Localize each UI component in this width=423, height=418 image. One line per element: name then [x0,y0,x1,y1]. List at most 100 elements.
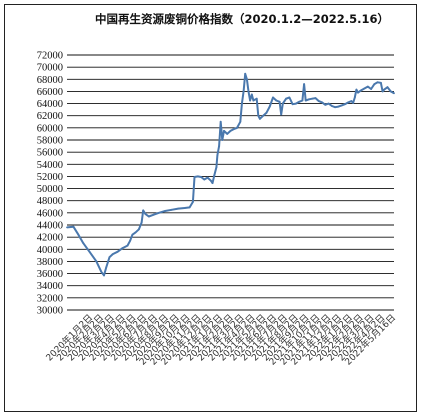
data-point [157,212,160,214]
data-point [355,88,358,91]
data-point [301,99,304,102]
data-point [140,221,143,224]
y-tick-label: 70000 [37,63,63,74]
data-point [211,182,214,185]
data-point [255,97,258,100]
data-point [257,114,260,117]
data-point [239,120,242,123]
data-point [215,166,218,169]
data-point [268,105,271,108]
data-point [111,253,114,256]
data-point [196,175,199,178]
y-tick-label: 62000 [37,111,63,122]
data-point [278,100,281,103]
data-point [331,105,333,107]
data-point [259,117,261,120]
data-point [275,99,278,102]
data-point [213,174,216,177]
data-point [121,247,124,250]
data-point [142,209,145,212]
data-point [370,88,372,90]
data-point [131,233,134,236]
data-point [280,113,283,116]
data-point [340,104,343,107]
data-point [304,99,307,102]
data-point [298,100,301,103]
data-point [249,99,252,102]
data-point [308,98,310,101]
data-point [77,233,80,236]
data-point [311,97,314,100]
data-point [366,85,369,88]
y-tick-label: 56000 [37,148,63,159]
data-point [210,179,212,182]
x-axis-ticks: 2020年1月2日2020年2月2日2020年3月2日2020年4月2日2020… [43,312,398,368]
data-point [221,139,224,141]
y-tick-label: 68000 [37,75,63,86]
data-point [373,83,376,85]
data-point [383,88,386,91]
y-tick-label: 32000 [37,293,63,304]
data-point [203,178,206,181]
data-point [363,87,366,90]
data-point [183,207,186,209]
y-axis-ticks: 30000 32000340003600038000400004200044000… [37,51,63,317]
data-point [144,213,147,216]
data-point [357,91,359,94]
data-point [393,92,395,95]
data-point [89,251,91,254]
data-point [192,201,194,203]
data-point [188,206,191,209]
y-tick-label: 50000 [37,184,63,195]
y-tick-label: 60000 [37,123,63,134]
data-point [226,133,229,135]
data-point [103,274,105,277]
data-point [321,101,323,104]
y-tick-label: 48000 [37,196,63,207]
data-point [281,102,284,105]
data-point [262,114,265,117]
y-tick-label: 54000 [37,160,63,171]
y-tick-label: 36000 [37,269,63,280]
y-tick-label: 34000 [37,281,63,292]
data-point [288,96,291,99]
data-point [344,103,346,106]
data-point [350,100,353,102]
data-point [247,90,250,93]
chart-title: 中国再生资源废铜价格指数（2020.1.2—2022.5.16） [95,12,389,26]
data-point [347,101,350,104]
data-point [223,130,225,132]
y-tick-label: 42000 [37,233,63,244]
data-point [317,100,320,102]
data-point [126,244,129,247]
y-tick-label: 44000 [37,221,63,232]
y-tick-label: 64000 [37,99,63,110]
series-line-0 [66,72,395,277]
data-point [389,90,392,93]
data-point [252,99,255,102]
y-tick-label: 40000 [37,245,63,256]
y-tick-label: 58000 [37,136,63,147]
y-tick-label: 66000 [37,87,63,98]
data-point [250,93,253,96]
data-point [327,102,330,105]
data-point [241,102,243,105]
data-point [381,90,384,93]
data-point [152,213,155,216]
data-point [295,102,297,105]
data-point [164,210,167,212]
data-point [285,97,287,100]
data-point [236,127,238,129]
data-point [218,145,221,148]
data-point [95,260,98,263]
data-point [244,72,247,75]
data-point [246,78,248,81]
y-tick-label: 72000 [37,51,63,62]
data-point [265,111,268,114]
data-point [193,176,196,178]
data-point [100,270,103,273]
chart-frame [4,4,417,412]
data-point [272,96,274,99]
gridlines [67,54,394,311]
